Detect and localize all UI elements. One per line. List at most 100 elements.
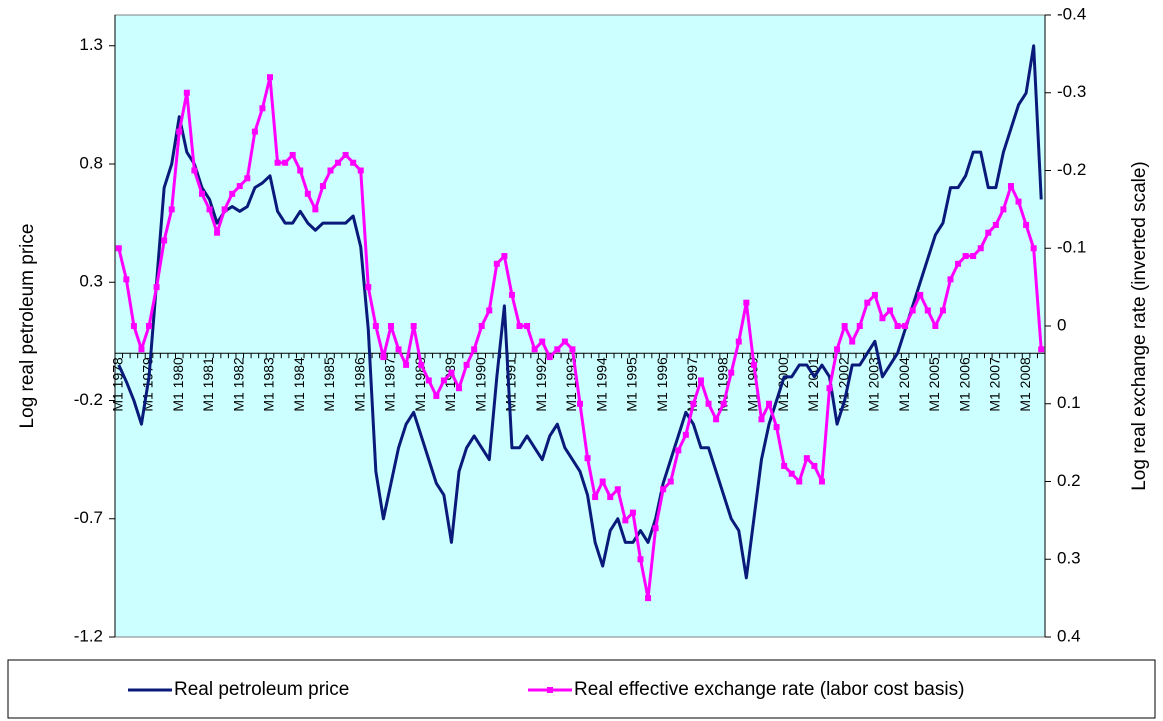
y-tick-label: -0.7 [74,508,103,527]
marker [735,338,742,345]
legend [7,659,1156,719]
marker [962,253,969,260]
marker [750,361,757,368]
marker [183,89,190,96]
marker [902,323,909,329]
y2-tick-label: -0.1 [1057,238,1086,257]
marker [138,346,145,353]
marker [297,167,304,174]
marker [259,105,266,112]
marker [637,556,644,563]
marker [788,470,795,477]
x-tick-label: M1 1995 [624,357,640,412]
y-tick-label: 0.3 [79,272,103,291]
marker [569,346,576,353]
marker [176,128,183,135]
marker [690,400,697,407]
marker [758,416,765,423]
y2-tick-label: 0.3 [1057,549,1081,568]
marker [773,424,780,431]
marker [818,478,825,485]
y2-tick-label: -0.3 [1057,82,1086,101]
marker [864,299,871,306]
y2-tick-label: 0 [1057,315,1066,334]
marker [289,151,296,158]
marker [463,361,470,368]
marker [705,400,712,407]
marker [607,494,614,501]
marker [660,486,667,493]
marker [796,478,803,485]
marker [327,167,334,174]
marker [728,369,735,376]
marker [652,525,659,532]
marker [614,486,621,493]
marker [1007,183,1014,190]
marker [372,323,379,329]
marker [939,307,946,314]
marker [841,323,848,329]
x-tick-label: M1 1978 [109,357,125,412]
marker [985,229,992,236]
marker [599,478,606,485]
marker [1023,221,1030,228]
marker [221,206,228,213]
marker [501,253,508,260]
marker [251,128,258,135]
marker [229,190,236,197]
legend-label: Real petroleum price [174,679,349,700]
series-line [117,44,1043,580]
marker [191,167,198,174]
y2-axis-title: Log real exchange rate (inverted scale) [1129,161,1150,491]
marker [198,190,205,197]
x-tick-label: M1 1980 [170,357,186,412]
marker [871,291,878,298]
x-tick-label: M1 2002 [835,357,851,412]
marker [365,284,372,291]
x-tick-label: M1 1996 [654,357,670,412]
x-tick-label: M1 1994 [593,357,609,412]
marker [629,509,636,516]
marker [387,323,394,329]
marker [894,323,901,329]
marker [304,190,311,197]
marker [214,229,221,236]
marker [1038,346,1045,353]
y2-tick-label: -0.2 [1057,160,1086,179]
marker [849,338,856,345]
marker [932,323,939,329]
marker [539,338,546,345]
marker [342,151,349,158]
marker [244,175,251,182]
marker [682,431,689,438]
marker [516,323,523,329]
marker [743,299,750,306]
marker [418,361,425,368]
y2-tick-label: 0.2 [1057,471,1081,490]
marker [811,462,818,469]
marker [380,354,387,361]
marker [357,167,364,174]
y2-tick-label: -0.4 [1057,4,1086,23]
marker [675,447,682,454]
marker [622,517,629,524]
marker [697,377,704,384]
marker [456,385,463,392]
marker [267,74,273,81]
y-tick-label: -0.2 [74,390,103,409]
marker [123,276,130,283]
marker [924,307,931,314]
marker [433,392,440,399]
marker [282,159,289,166]
x-tick-label: M1 2007 [987,357,1003,412]
y-tick-label: -1.2 [74,626,103,645]
marker [803,455,810,462]
marker [236,183,243,190]
marker [970,253,977,260]
marker [1000,206,1007,213]
x-tick-label: M1 1983 [261,357,277,412]
marker [766,400,773,407]
y-axis-title: Log real petroleum price [17,224,38,429]
x-tick-label: M1 2003 [866,357,882,412]
marker [1030,245,1037,252]
